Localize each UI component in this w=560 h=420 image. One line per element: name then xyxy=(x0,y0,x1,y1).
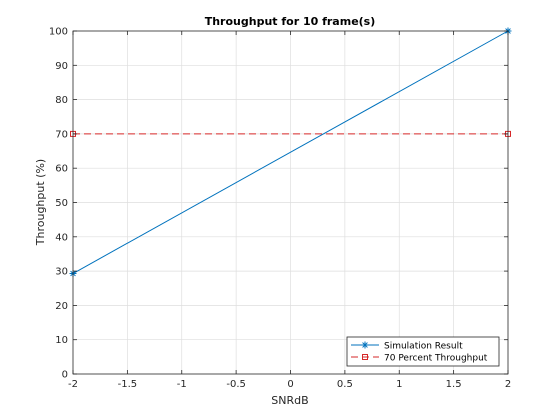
y-tick-label: 0 xyxy=(62,370,68,381)
y-tick-label: 100 xyxy=(49,27,68,38)
y-tick-label: 70 xyxy=(55,129,68,140)
series-line-0 xyxy=(72,30,509,274)
y-tick-label: 60 xyxy=(55,164,68,175)
y-tick-label: 40 xyxy=(55,232,68,243)
x-tick-label: -1.5 xyxy=(118,379,138,390)
legend-label-simulation-result: Simulation Result xyxy=(384,342,463,352)
y-tick-label: 90 xyxy=(55,61,68,72)
legend-asterisk-marker xyxy=(361,341,369,349)
legend-label-70-percent-throughput: 70 Percent Throughput xyxy=(384,354,488,364)
x-tick-label: 1.5 xyxy=(446,379,462,390)
x-axis-label: SNRdB xyxy=(271,394,308,407)
x-tick-label: 2 xyxy=(505,379,511,390)
y-axis-label: Throughput (%) xyxy=(34,159,47,246)
chart-title: Throughput for 10 frame(s) xyxy=(205,15,376,28)
legend-square-marker xyxy=(362,354,368,360)
x-tick-label: 1 xyxy=(396,379,402,390)
x-tick-label: -1 xyxy=(177,379,187,390)
y-tick-label: 20 xyxy=(55,301,68,312)
y-tick-label: 30 xyxy=(55,267,68,278)
x-tick-label: -0.5 xyxy=(226,379,246,390)
legend-box xyxy=(346,336,500,367)
asterisk-stroke xyxy=(362,342,368,348)
legend-entry-70-percent-throughput: 70 Percent Throughput xyxy=(351,354,488,364)
legend: Simulation Result 70 Percent Throughput xyxy=(346,336,500,367)
x-tick-label: 0.5 xyxy=(337,379,353,390)
y-tick-label: 10 xyxy=(55,335,68,346)
y-tick-label: 80 xyxy=(55,95,68,106)
y-tick-label: 50 xyxy=(55,198,68,209)
axis-ticks: -2 -1.5 -1 -0.5 0 0.5 1 1.5 20102030405060708090… xyxy=(49,27,511,391)
x-tick-label: -2 xyxy=(68,379,78,390)
x-tick-label: 0 xyxy=(287,379,293,390)
legend-entry-simulation-result: Simulation Result xyxy=(351,341,463,352)
square-marker xyxy=(362,354,368,360)
